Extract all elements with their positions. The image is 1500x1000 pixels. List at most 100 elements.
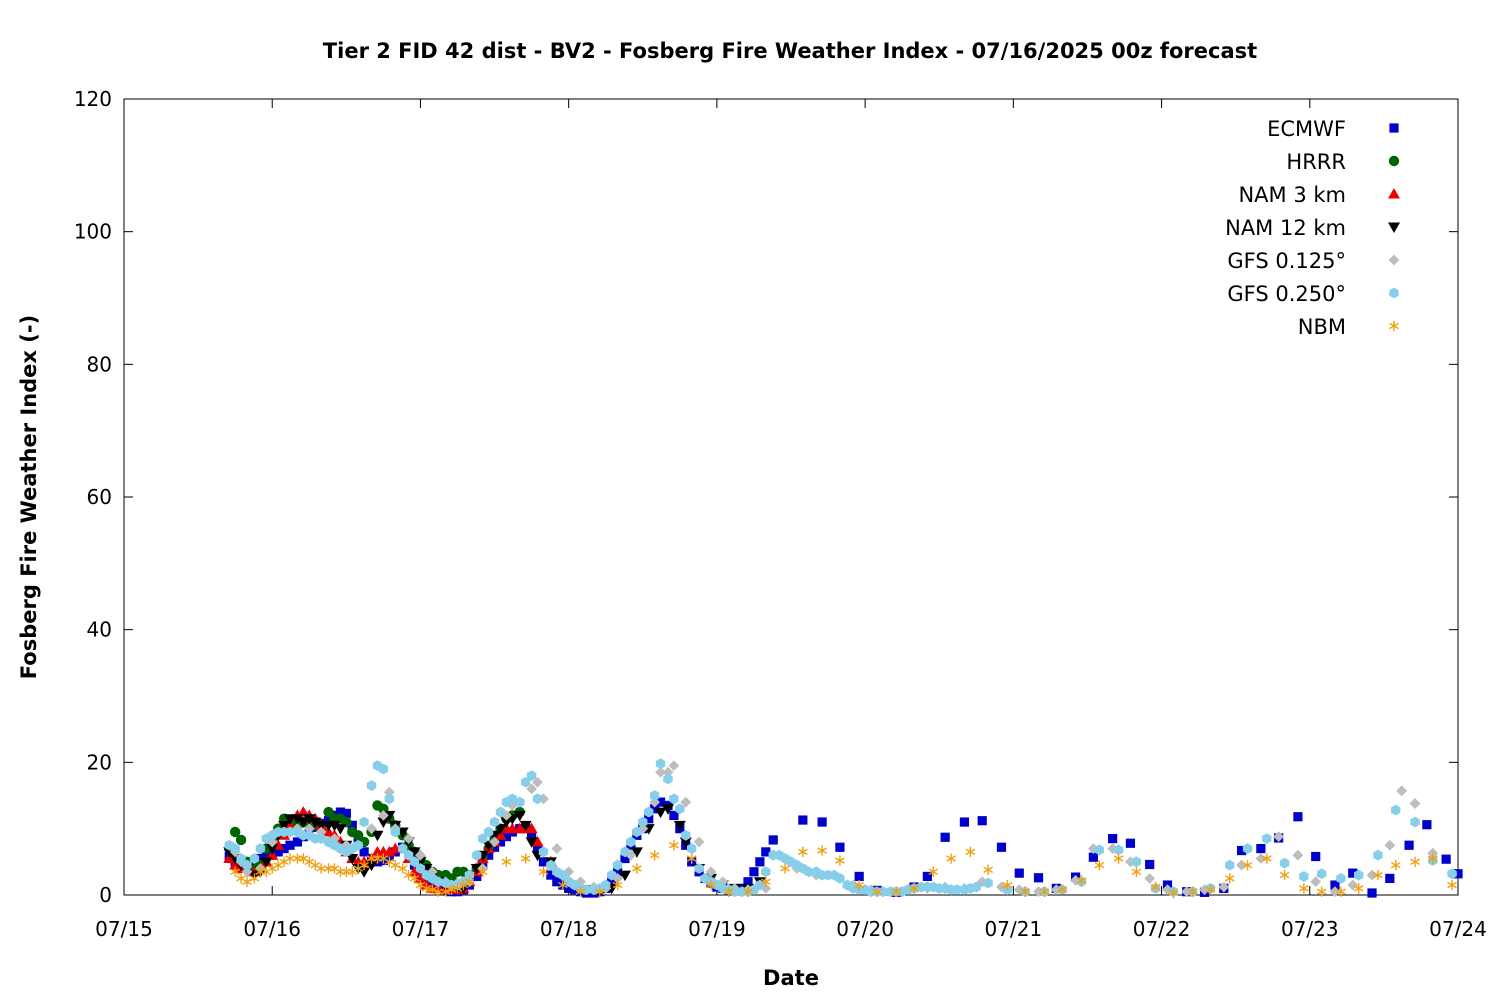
data-point (1236, 845, 1247, 856)
data-point (817, 817, 827, 827)
data-point (1410, 816, 1420, 828)
data-point (581, 884, 592, 896)
data-point (255, 853, 265, 864)
data-point (1329, 886, 1341, 898)
data-point (983, 877, 993, 889)
data-point (1150, 881, 1161, 893)
data-point (1336, 886, 1346, 897)
data-point (1145, 859, 1155, 870)
data-point (1113, 853, 1124, 864)
data-point (390, 826, 400, 838)
data-point (1224, 873, 1235, 884)
data-point (1279, 869, 1290, 881)
data-point (519, 820, 532, 832)
x-tick-label: 07/15 (95, 917, 153, 941)
data-point (1299, 871, 1309, 882)
y-axis: 0 20 40 60 80 100 120 (74, 87, 1458, 907)
data-point (285, 840, 295, 850)
data-point (383, 845, 396, 857)
data-point (780, 863, 790, 874)
data-point (279, 843, 289, 854)
data-point (552, 877, 562, 887)
data-point (723, 886, 734, 897)
data-point (952, 884, 962, 896)
data-point (366, 823, 377, 835)
data-point (538, 866, 549, 877)
data-point (1168, 887, 1179, 899)
data-point (669, 793, 679, 805)
data-point (1218, 881, 1230, 893)
data-point (1385, 873, 1395, 884)
data-point (1353, 883, 1364, 894)
data-point (334, 824, 347, 835)
y-tick-label: 60 (87, 485, 112, 509)
data-point (768, 835, 778, 845)
data-point (323, 816, 334, 826)
data-point (341, 808, 351, 819)
data-point (632, 826, 642, 838)
data-point (323, 806, 334, 818)
x-tick-label: 07/18 (540, 917, 598, 941)
data-point (507, 793, 518, 805)
data-point (1316, 886, 1327, 897)
data-point (315, 826, 327, 838)
x-axis-label: Date (763, 966, 819, 990)
data-point (242, 859, 252, 871)
data-point (649, 850, 660, 861)
data-point (1373, 849, 1383, 861)
data-point (526, 770, 537, 781)
data-point (1447, 868, 1457, 880)
data-point (1384, 839, 1396, 851)
data-point (1050, 884, 1062, 896)
data-point (415, 863, 426, 874)
data-point (353, 839, 363, 851)
data-point (501, 832, 512, 842)
data-point (531, 835, 544, 847)
data-point (1273, 831, 1285, 843)
data-point (686, 853, 697, 864)
data-point (618, 870, 631, 882)
data-point (1427, 847, 1439, 859)
data-point (525, 822, 538, 834)
data-point (1002, 879, 1013, 891)
x-tick-label: 07/20 (836, 917, 894, 941)
data-point (1422, 820, 1432, 830)
data-point (1447, 879, 1457, 891)
data-point (292, 837, 303, 847)
data-point (612, 879, 623, 891)
data-point (743, 877, 753, 887)
data-point (1409, 798, 1421, 809)
data-point (513, 810, 526, 822)
data-point (532, 793, 543, 805)
data-point (854, 871, 864, 882)
data-point (644, 814, 654, 824)
data-point (755, 879, 765, 891)
data-point (249, 873, 260, 884)
data-point (965, 846, 976, 858)
data-point (538, 857, 549, 867)
data-point (798, 846, 808, 858)
data-point (626, 836, 636, 848)
data-point (303, 814, 316, 825)
data-point (1373, 869, 1383, 881)
data-point (681, 829, 691, 841)
data-point (644, 806, 654, 818)
data-point (971, 881, 981, 893)
data-point (1125, 856, 1136, 868)
data-point (1039, 886, 1050, 897)
data-point (260, 857, 273, 868)
data-point (484, 850, 494, 860)
data-point (946, 853, 956, 864)
data-point (1396, 785, 1408, 797)
chart-title: Tier 2 FID 42 dist - BV2 - Fosberg Fire … (323, 39, 1257, 63)
data-point (403, 833, 414, 845)
data-point (397, 863, 408, 874)
data-point (1225, 859, 1235, 871)
data-point (1311, 851, 1321, 862)
data-point (835, 855, 845, 866)
legend-marker (1388, 155, 1400, 167)
data-point (1391, 804, 1401, 816)
data-point (594, 886, 605, 897)
data-point (649, 790, 660, 801)
data-point (872, 886, 882, 897)
